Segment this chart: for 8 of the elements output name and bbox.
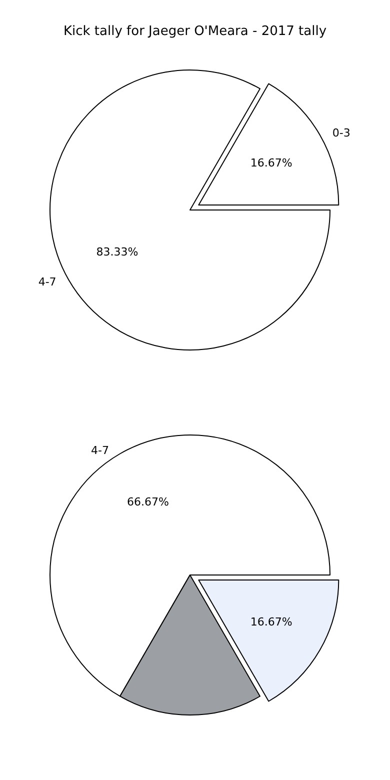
slice-label: 0-3	[332, 126, 350, 140]
slice-label: 4-7	[91, 444, 110, 457]
slice-label: 4-7	[38, 276, 56, 289]
chart-title: Kick tally for Jaeger O'Meara - 2017 tally	[63, 24, 327, 39]
data-label: 66.67%	[127, 496, 169, 509]
data-label: 16.67%	[250, 156, 292, 170]
data-label: 83.33%	[96, 246, 138, 259]
data-label: 16.67%	[250, 616, 292, 629]
